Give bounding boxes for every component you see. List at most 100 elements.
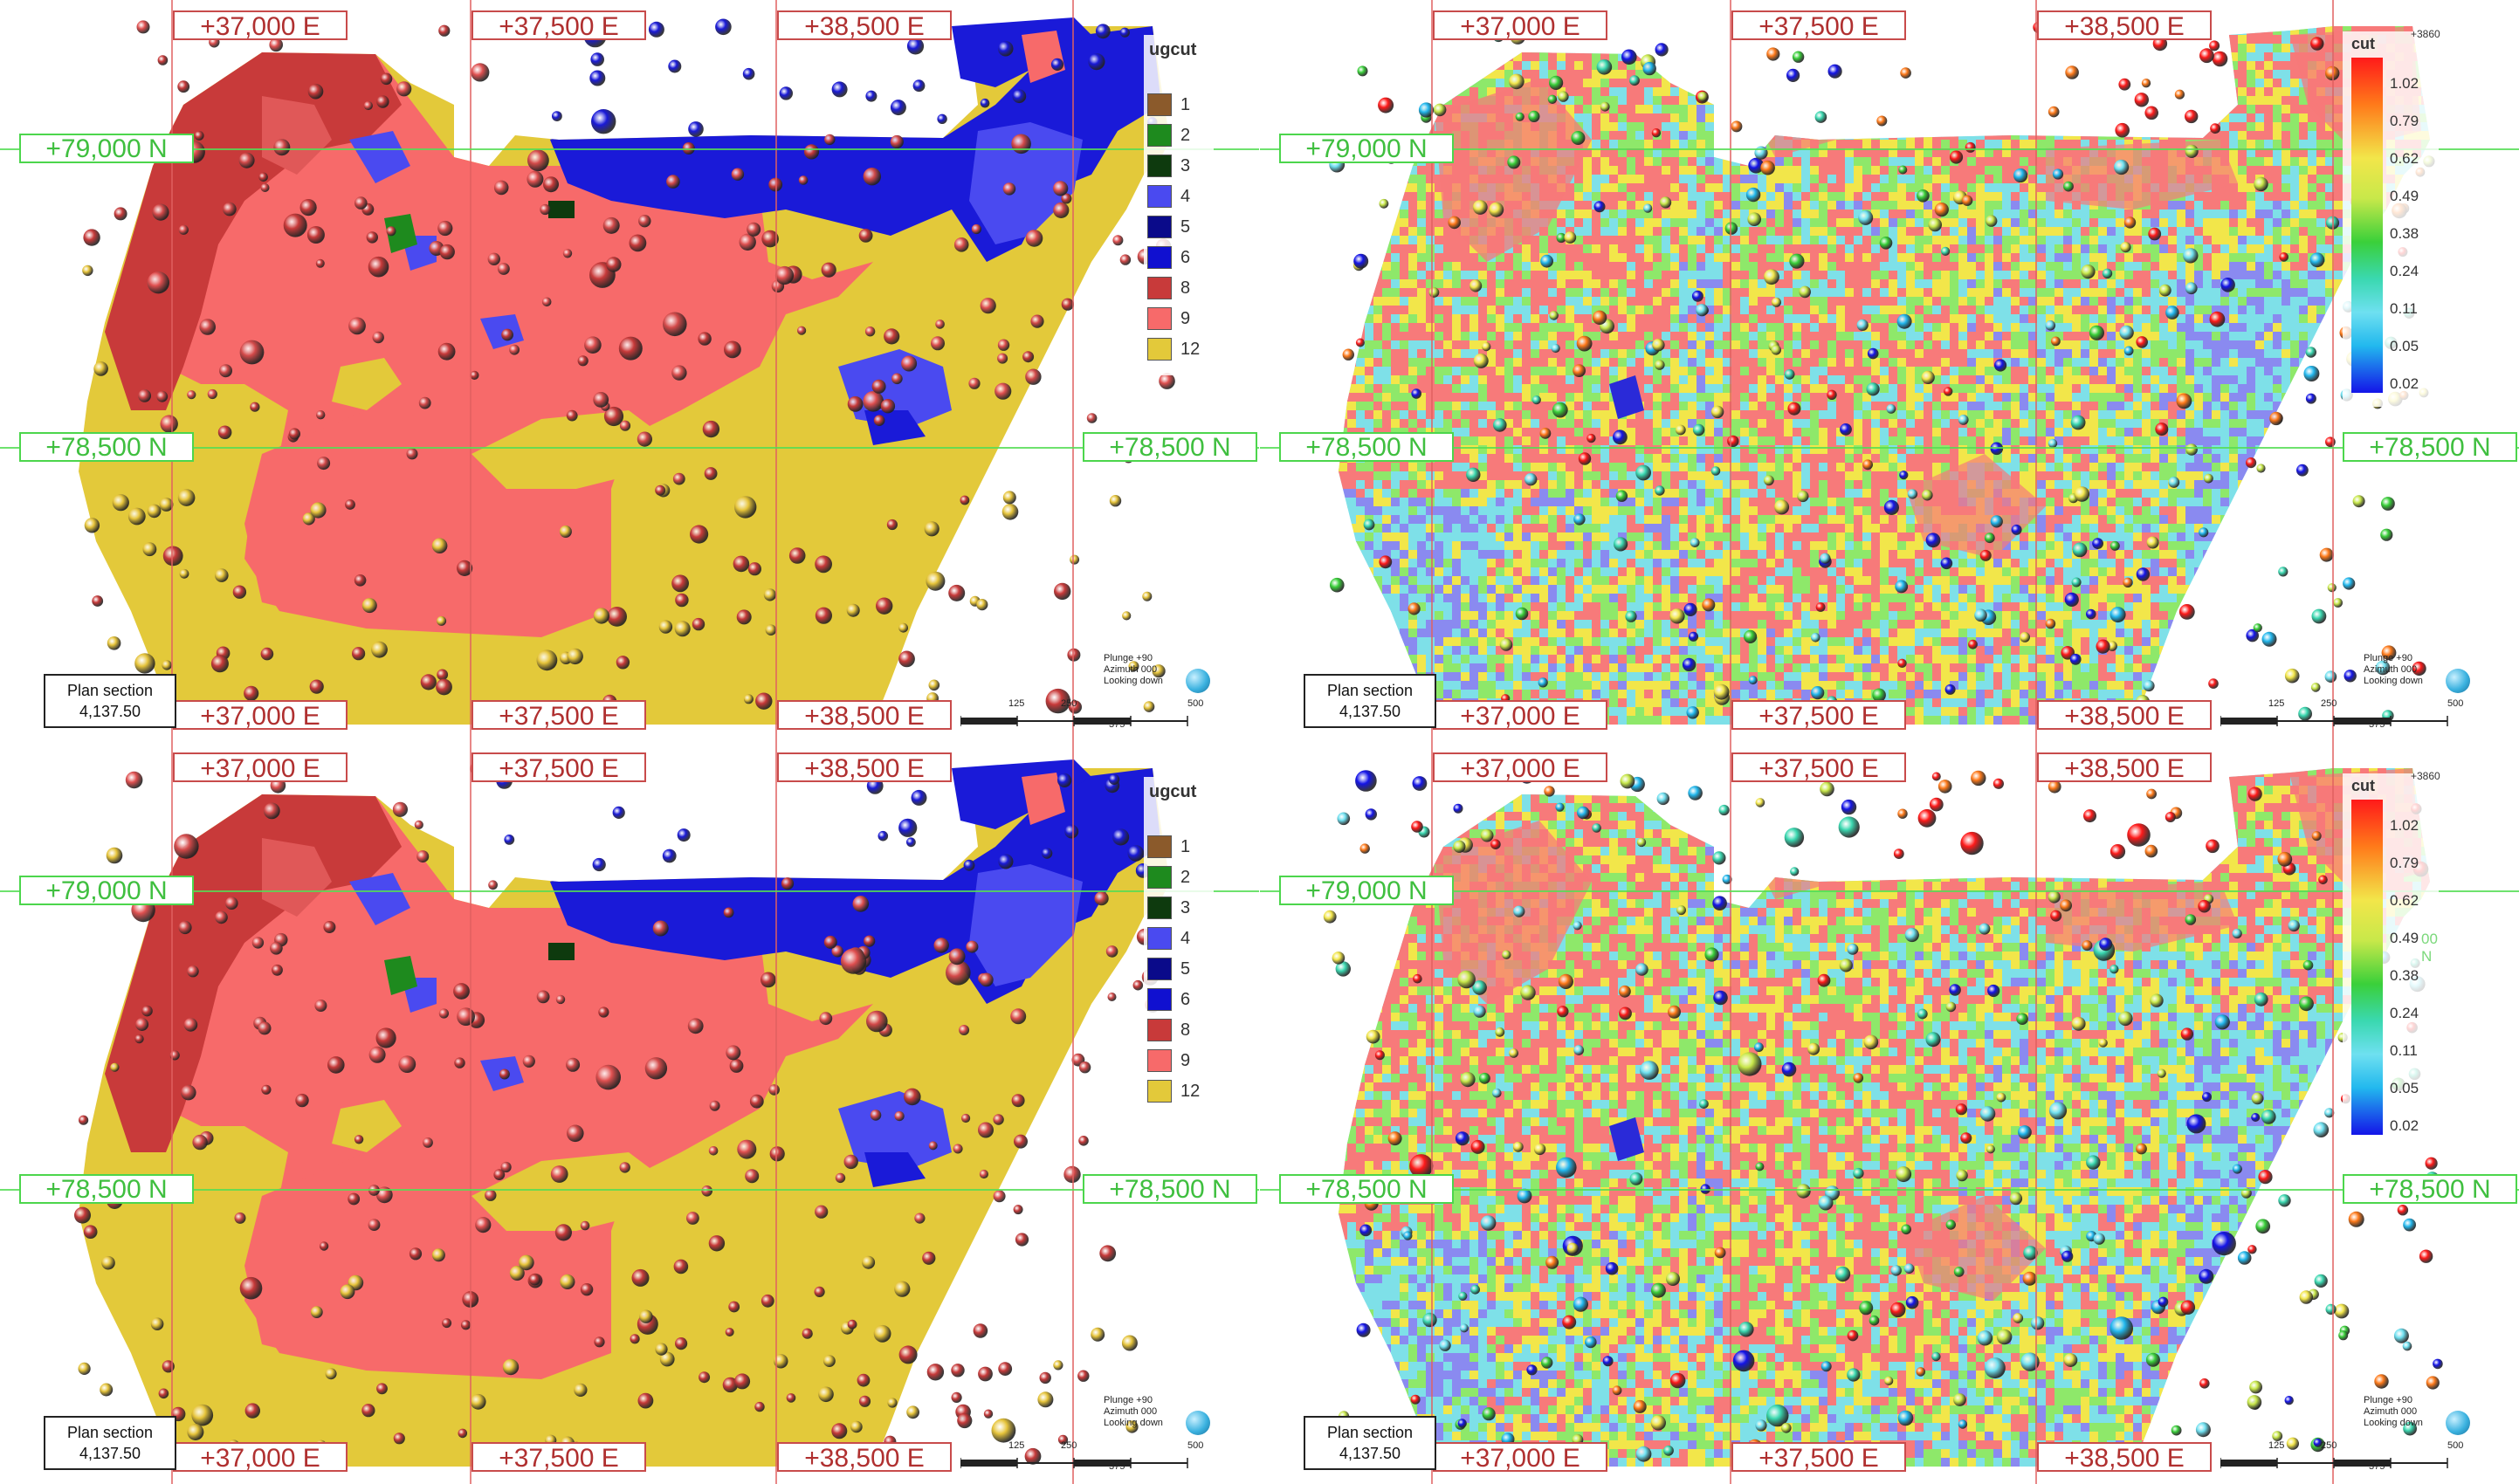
drillhole-sample: [2134, 93, 2149, 107]
drillhole-sample: [1884, 1376, 1894, 1385]
drillhole-sample: [501, 328, 513, 341]
drillhole-sample: [765, 624, 777, 636]
drillhole-sample: [307, 83, 324, 100]
drillhole-sample: [891, 373, 903, 385]
drillhole-sample: [1526, 1364, 1538, 1376]
drillhole-sample: [2278, 1194, 2291, 1207]
drillhole-sample: [191, 1404, 214, 1426]
drillhole-sample: [1656, 792, 1669, 806]
drillhole-sample: [781, 877, 795, 890]
drillhole-sample: [819, 1012, 833, 1026]
drillhole-sample: [1524, 473, 1538, 486]
drillhole-sample: [2206, 839, 2220, 854]
legend-swatch: [1147, 835, 1172, 858]
cut-color-ramp: [2351, 58, 2383, 393]
drillhole-sample: [894, 1111, 905, 1122]
drillhole-sample: [1355, 338, 1365, 347]
drillhole-sample: [906, 38, 925, 55]
drillhole-sample: [1512, 1141, 1524, 1152]
drillhole-sample: [1621, 49, 1637, 65]
drillhole-sample: [210, 655, 229, 673]
drillhole-sample: [904, 1088, 921, 1106]
drillhole-sample: [1925, 1032, 1941, 1048]
drillhole-sample: [1332, 952, 1346, 965]
drillhole-sample: [1057, 1434, 1069, 1445]
block-model-map: [74, 759, 1170, 1467]
legend-item: 2: [1147, 121, 1190, 149]
scale-bar-label: 250: [2321, 698, 2337, 709]
drillhole-sample: [674, 621, 691, 637]
drillhole-sample: [1540, 254, 1553, 268]
easting-label-bottom: +37,500 E: [471, 700, 646, 731]
drillhole-sample: [2247, 1395, 2262, 1410]
domain-dark-green-3: [548, 201, 575, 218]
view-info-line: Plunge +90: [1104, 1395, 1163, 1406]
drillhole-sample: [529, 1274, 540, 1286]
drillhole-sample: [1682, 657, 1697, 672]
drillhole-sample: [2136, 1143, 2147, 1155]
northing-grid-line: [1260, 148, 2519, 150]
drillhole-sample: [2277, 851, 2293, 867]
northing-label-78500-left: +78,500 N: [1279, 1174, 1454, 1204]
drillhole-sample: [1517, 1188, 1532, 1204]
drillhole-sample: [1786, 68, 1800, 82]
drillhole-sample: [2176, 393, 2192, 409]
drillhole-sample: [580, 1220, 590, 1231]
drillhole-sample: [1366, 1029, 1380, 1044]
drillhole-sample: [1766, 47, 1780, 61]
drillhole-sample: [1629, 1172, 1643, 1185]
legend-item-label: 1: [1180, 95, 1190, 115]
drillhole-sample: [1492, 1088, 1502, 1098]
drillhole-sample: [1573, 364, 1586, 377]
easting-label-bottom: +37,000 E: [1433, 1442, 1607, 1473]
drillhole-sample: [619, 1162, 630, 1173]
drillhole-sample: [371, 641, 388, 658]
drillhole-sample: [1879, 237, 1893, 250]
orientation-sphere-icon: [2446, 1411, 2470, 1435]
drillhole-sample: [2209, 40, 2220, 52]
drillhole-sample: [1453, 840, 1466, 853]
drillhole-sample: [1683, 602, 1697, 617]
drillhole-sample: [436, 678, 452, 696]
drillhole-sample: [870, 1110, 882, 1121]
drillhole-sample: [1620, 773, 1635, 789]
drillhole-sample: [1507, 155, 1521, 169]
drillhole-sample: [798, 175, 809, 185]
drillhole-sample: [1691, 290, 1703, 302]
drillhole-sample: [997, 40, 1014, 57]
drillhole-sample: [1470, 1284, 1480, 1295]
drillhole-sample: [2069, 653, 2082, 665]
drillhole-sample: [1053, 181, 1069, 196]
drillhole-sample: [2136, 567, 2151, 581]
drillhole-sample: [824, 134, 836, 146]
drillhole-sample: [843, 1154, 858, 1170]
drillhole-sample: [1945, 1219, 1956, 1230]
drillhole-sample: [1669, 608, 1685, 624]
drillhole-sample: [946, 960, 971, 986]
drillhole-sample: [437, 615, 447, 626]
drillhole-sample: [554, 1224, 573, 1241]
drillhole-sample: [998, 854, 1014, 869]
drillhole-sample: [540, 203, 551, 216]
domain-green-2: [384, 956, 417, 995]
drillhole-sample: [2071, 1016, 2086, 1031]
legend-title: ugcut: [1149, 40, 1196, 60]
drillhole-sample: [1731, 120, 1743, 133]
drillhole-sample: [2013, 168, 2028, 183]
scale-bar-label: 250: [2321, 1440, 2337, 1451]
easting-label-top: +37,000 E: [1433, 10, 1607, 41]
drillhole-sample: [1562, 1315, 1577, 1329]
drillhole-sample: [2313, 1122, 2330, 1137]
scale-bar: 125 250 375 500: [960, 1440, 1205, 1479]
drillhole-sample: [1917, 189, 1930, 203]
drillhole-sample: [138, 389, 152, 402]
easting-label-top: +37,500 E: [471, 752, 646, 783]
drillhole-sample: [2314, 1274, 2328, 1288]
drillhole-sample: [2098, 1038, 2108, 1048]
northing-grid-line: [1260, 1189, 2519, 1191]
drillhole-sample: [1531, 395, 1541, 405]
drillhole-sample: [737, 1139, 757, 1159]
drillhole-sample: [1629, 75, 1640, 86]
ugcut-legend: ugcut 1 2 3 4 5 6 8 9 12: [1144, 35, 1214, 375]
drillhole-sample: [2374, 1374, 2389, 1389]
